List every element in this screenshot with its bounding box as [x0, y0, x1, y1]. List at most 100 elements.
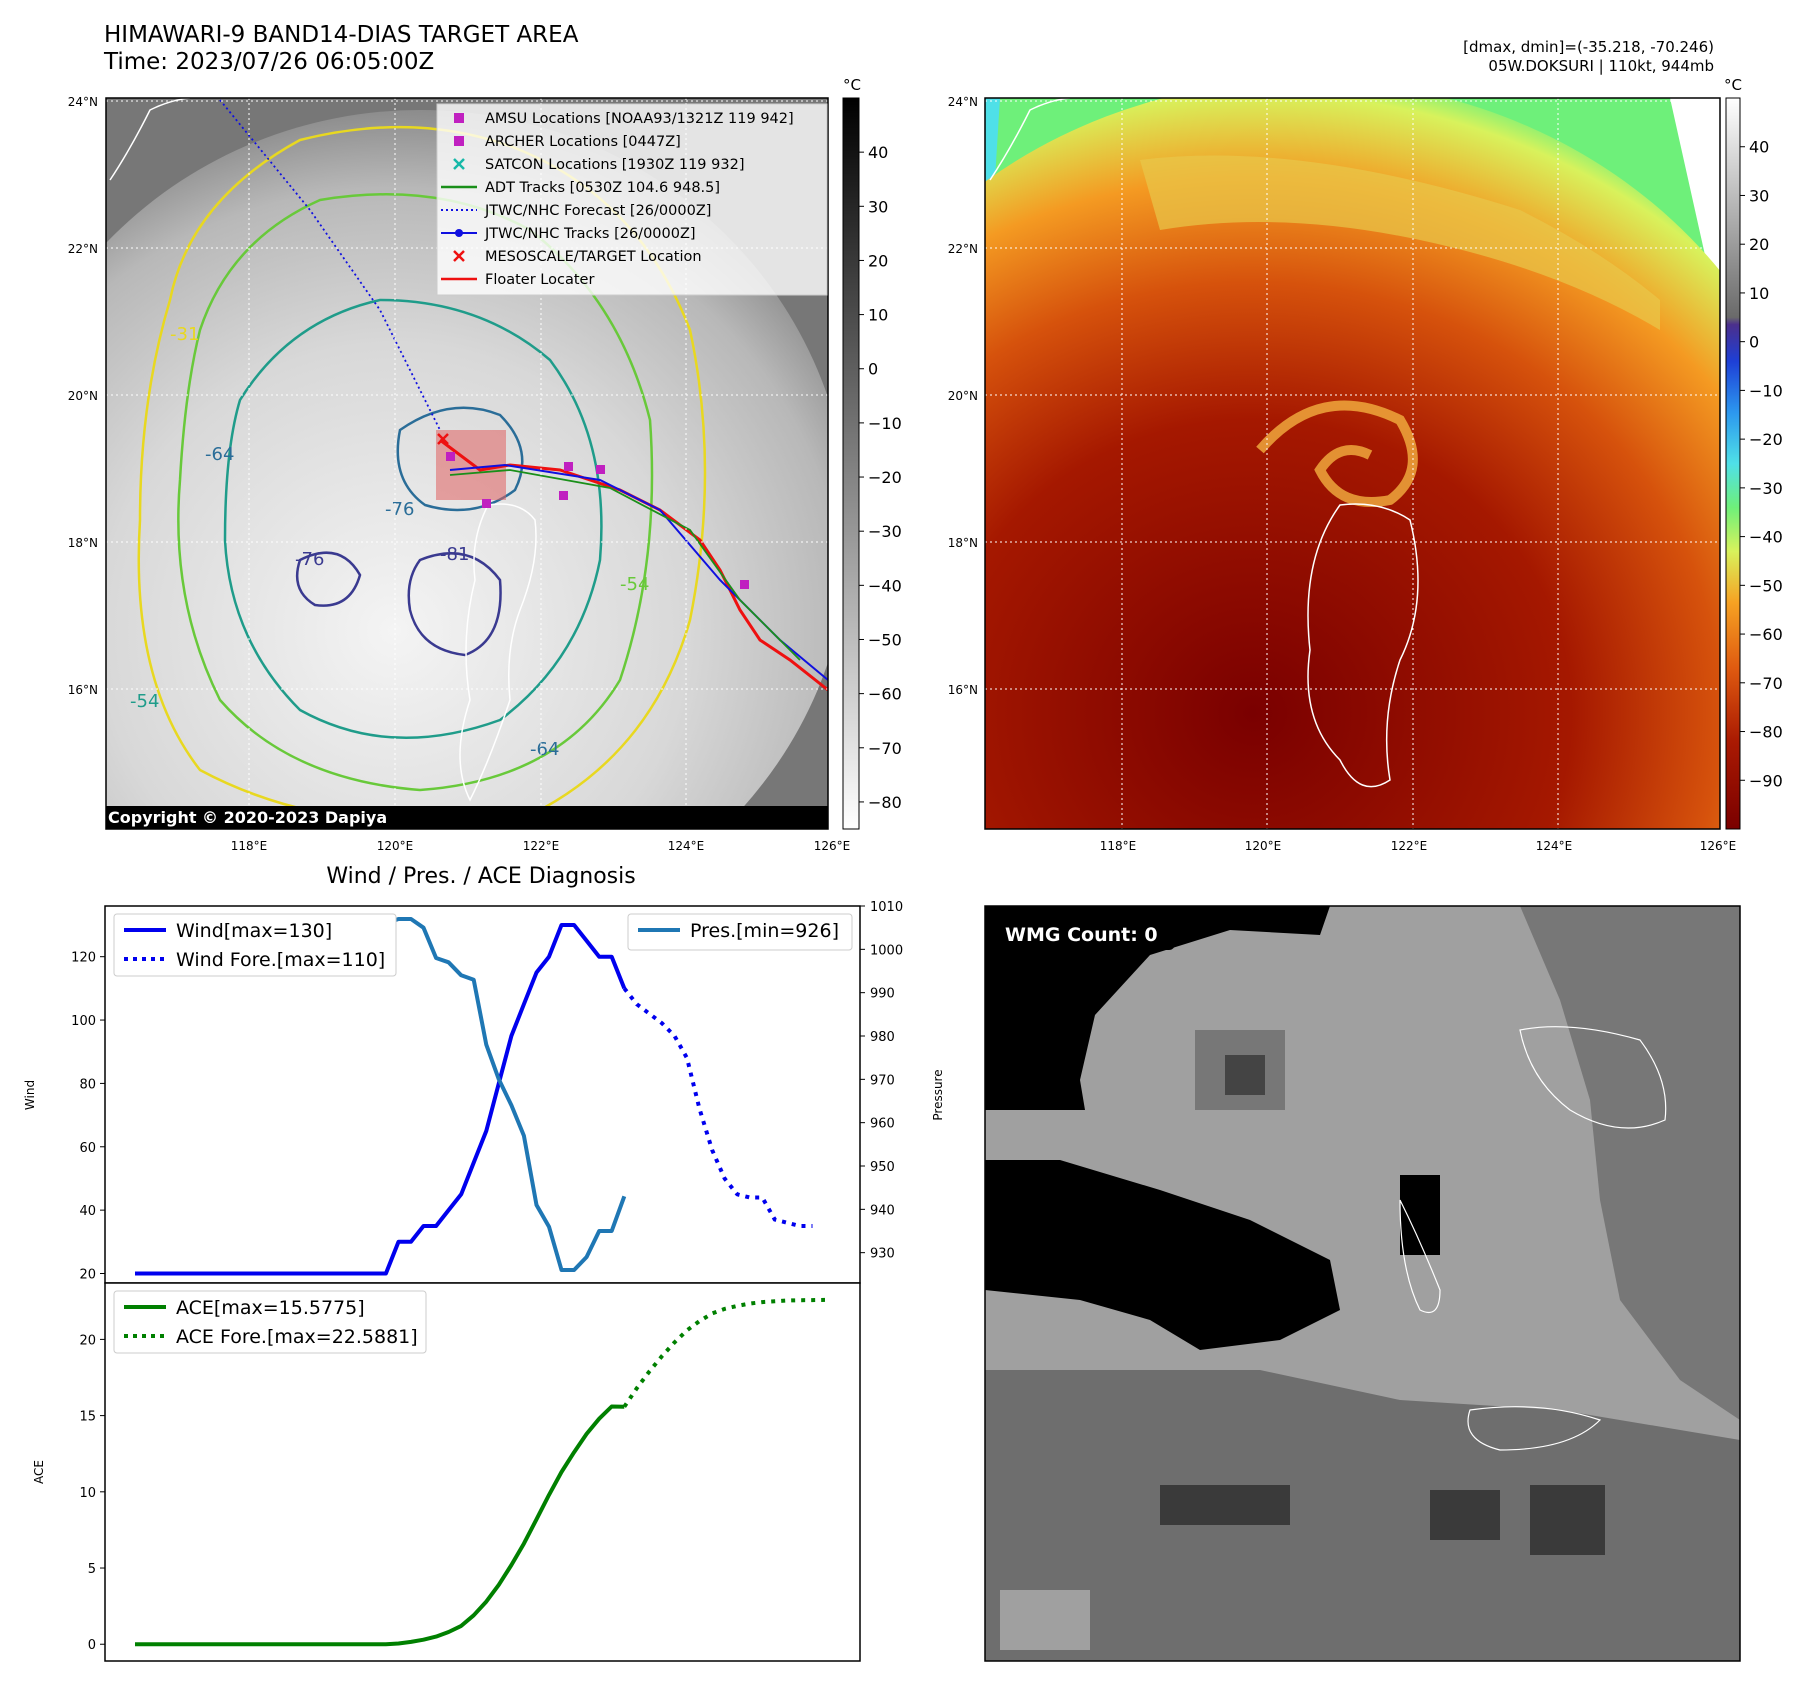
lat-tick-label: 22°N [948, 242, 978, 256]
legend-label: JTWC/NHC Forecast [26/0000Z] [484, 203, 711, 219]
ace-tick-label: 0 [88, 1638, 96, 1653]
diagnosis-title: Wind / Pres. / ACE Diagnosis [326, 864, 635, 889]
wmg-panel: WMG Count: 0 [984, 905, 1741, 1662]
legend-label: Floater Locater [485, 272, 594, 288]
wmg-dark-block-3 [1530, 1485, 1605, 1555]
lat-tick-label: 22°N [68, 242, 98, 256]
wmg-dark-block-1 [1160, 1485, 1290, 1525]
wind-forecast-series-line [622, 987, 813, 1228]
wind-axis-label: Wind [23, 1080, 37, 1110]
ir-contour-blue-ring [396, 406, 524, 512]
colorbar-tick-label: 40 [1749, 138, 1769, 157]
wind-tick-label: 60 [79, 1141, 96, 1156]
ace-axis-label: ACE [32, 1460, 46, 1484]
lon-tick-label: 120°E [377, 839, 414, 853]
colorbar-tick-label: 0 [1749, 333, 1759, 352]
contour-label: -76 [295, 549, 324, 570]
amsu-markers [446, 452, 749, 589]
colorbar-tick-label: −40 [1749, 528, 1783, 547]
pressure-tick-label: 1000 [870, 943, 903, 958]
colorbar-tick-label: −20 [868, 468, 902, 487]
colorbar-tick-label: −10 [868, 414, 902, 433]
ir-colorbar-strip [842, 97, 860, 830]
lon-tick-label: 124°E [1536, 839, 1573, 853]
ir-contour-teal [223, 298, 603, 739]
dias-colorbar-unit: °C [1724, 76, 1742, 94]
storm-info: [dmax, dmin]=(-35.218, -70.246) 05W.DOKS… [1463, 38, 1714, 76]
legend-square-icon [454, 136, 464, 146]
contour-labels: -31 -64 -76 -81 -76 -54 -64 -54 [130, 324, 649, 760]
lat-tick-label: 16°N [68, 683, 98, 697]
ace-forecast-series-line [622, 1297, 826, 1408]
pressure-tick-label: 940 [870, 1203, 895, 1218]
figure-title: HIMAWARI-9 BAND14-DIAS TARGET AREA Time:… [104, 22, 578, 76]
colorbar-tick-label: 20 [868, 251, 888, 270]
colorbar-tick-label: −80 [868, 793, 902, 812]
contour-label: -54 [620, 574, 649, 595]
contour-label: -76 [385, 499, 414, 520]
title-line-2: Time: 2023/07/26 06:05:00Z [104, 49, 435, 75]
info-line-2: 05W.DOKSURI | 110kt, 944mb [1488, 57, 1714, 75]
colorbar-tick-label: −50 [868, 630, 902, 649]
colorbar-tick-label: −10 [1749, 381, 1783, 400]
lat-tick-label: 16°N [948, 683, 978, 697]
colorbar-tick-label: 30 [1749, 186, 1769, 205]
pressure-tick-label: 980 [870, 1030, 895, 1045]
title-line-1: HIMAWARI-9 BAND14-DIAS TARGET AREA [104, 22, 579, 48]
ir-colorbar-unit: °C [843, 76, 861, 94]
wmg-label-box [997, 918, 1175, 950]
contour-label: -81 [440, 544, 469, 565]
wmg-light-block [1000, 1590, 1090, 1650]
legend-label: JTWC/NHC Tracks [26/0000Z] [484, 226, 696, 242]
pressure-legend-label: Pres.[min=926] [690, 920, 839, 942]
pressure-tick-label: 1010 [870, 900, 903, 915]
contour-label: -54 [130, 691, 159, 712]
lon-tick-label: 118°E [1100, 839, 1137, 853]
lon-tick-label: 124°E [668, 839, 705, 853]
philippines-coastline [459, 503, 537, 802]
lat-tick-label: 24°N [948, 95, 978, 109]
lon-tick-label: 126°E [814, 839, 851, 853]
ace-tick-label: 15 [79, 1410, 96, 1425]
colorbar-tick-label: −30 [868, 522, 902, 541]
colorbar-tick-label: −60 [868, 685, 902, 704]
ir-contour-green [177, 193, 654, 792]
colorbar-tick-label: −40 [868, 576, 902, 595]
legend-square-icon [454, 113, 464, 123]
lon-tick-label: 118°E [231, 839, 268, 853]
dias-taiwan-coastline [989, 98, 1071, 181]
legend-x-icon [453, 158, 465, 170]
dias-philippines-coastline [1307, 503, 1419, 788]
lat-tick-label: 20°N [68, 389, 98, 403]
wind-legend-box [113, 913, 397, 977]
ace-tick-label: 20 [79, 1333, 96, 1348]
pressure-tick-label: 990 [870, 987, 895, 1002]
pressure-axis-label: Pressure [931, 1069, 945, 1120]
wmg-coastline [1399, 1026, 1667, 1451]
colorbar-tick-label: −90 [1749, 771, 1783, 790]
taiwan-coastline [109, 98, 191, 181]
wind-tick-label: 100 [71, 1014, 96, 1029]
wmg-gray-right-region [1520, 906, 1740, 1420]
track-legend: AMSU Locations [NOAA93/1321Z 119 942] ARC… [436, 103, 828, 296]
contour-label: -31 [170, 324, 199, 345]
wind-pressure-chart: 20 40 60 80 100 120 930 940 950 960 970 980 990 1000… [23, 900, 945, 1284]
legend-label: SATCON Locations [1930Z 119 932] [485, 157, 744, 173]
ir-contour-yellow [137, 125, 707, 826]
wmg-eye-inner [1225, 1055, 1265, 1095]
legend-box [436, 103, 828, 296]
colorbar-tick-label: −70 [1749, 674, 1783, 693]
ace-chart: 0 5 10 15 20 ACE ACE[max=15.5775] ACE Fore.[… [32, 1282, 861, 1662]
copyright-bar [106, 806, 828, 829]
lat-tick-label: 20°N [948, 389, 978, 403]
colorbar-tick-label: 0 [868, 360, 878, 379]
wmg-dark-left-band [985, 1160, 1340, 1350]
wind-tick-label: 80 [79, 1077, 96, 1092]
lon-tick-label: 122°E [1391, 839, 1428, 853]
dias-spiral-band [1256, 400, 1418, 507]
adt-track [449, 469, 801, 661]
wmg-frame [984, 905, 1741, 1662]
legend-label: AMSU Locations [NOAA93/1321Z 119 942] [485, 111, 794, 127]
colorbar-tick-label: −20 [1749, 430, 1783, 449]
